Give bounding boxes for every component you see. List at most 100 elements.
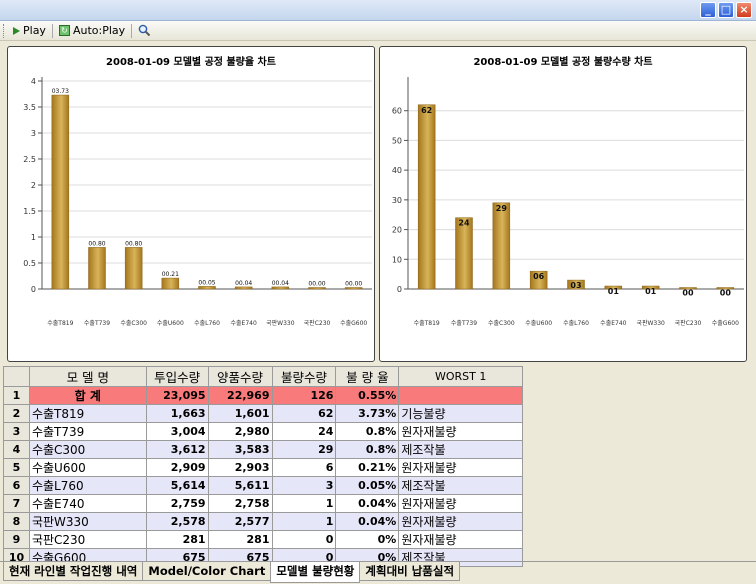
cell-input[interactable]: 1,663 xyxy=(145,404,209,423)
cell-input[interactable]: 3,004 xyxy=(145,422,209,441)
play-button[interactable]: Play xyxy=(10,22,49,40)
header-input[interactable]: 투입수량 xyxy=(145,366,209,387)
cell-name[interactable]: 합 계 xyxy=(28,386,147,405)
cell-defect[interactable]: 6 xyxy=(271,458,337,477)
row-header[interactable]: 3 xyxy=(3,422,30,441)
autoplay-icon: ↻ xyxy=(58,25,70,36)
cell-worst[interactable]: 원자재불량 xyxy=(398,530,523,549)
cell-good[interactable]: 22,969 xyxy=(207,386,273,405)
cell-worst[interactable] xyxy=(398,386,523,405)
y-tick-label: 0 xyxy=(31,285,36,294)
header-defect[interactable]: 불량수량 xyxy=(271,366,337,387)
cell-worst[interactable]: 원자재불량 xyxy=(398,512,523,531)
category-label: 수출C300 xyxy=(488,319,515,327)
cell-name[interactable]: 수출E740 xyxy=(28,494,147,513)
cell-good[interactable]: 5,611 xyxy=(207,476,273,495)
cell-defect[interactable]: 29 xyxy=(271,440,337,459)
row-header[interactable]: 7 xyxy=(3,494,30,513)
row-header[interactable]: 4 xyxy=(3,440,30,459)
magnifier-icon xyxy=(138,24,151,37)
cell-name[interactable]: 수출C300 xyxy=(28,440,147,459)
cell-input[interactable]: 3,612 xyxy=(145,440,209,459)
minimize-button[interactable]: _ xyxy=(700,2,716,18)
header-good[interactable]: 양품수량 xyxy=(207,366,273,387)
cell-good[interactable]: 1,601 xyxy=(207,404,273,423)
cell-name[interactable]: 수출L760 xyxy=(28,476,147,495)
cell-name[interactable]: 수출T819 xyxy=(28,404,147,423)
bar xyxy=(51,94,70,290)
cell-rate[interactable]: 0.21% xyxy=(335,458,400,477)
cell-good[interactable]: 2,577 xyxy=(207,512,273,531)
cell-good[interactable]: 3,583 xyxy=(207,440,273,459)
data-label: 00.00 xyxy=(345,281,362,288)
cell-rate[interactable]: 0.55% xyxy=(335,386,400,405)
cell-worst[interactable]: 원자재불량 xyxy=(398,458,523,477)
header-worst1[interactable]: WORST 1 xyxy=(398,366,523,387)
cell-good[interactable]: 281 xyxy=(207,530,273,549)
corner-cell[interactable] xyxy=(3,366,30,387)
toolbar-grip[interactable] xyxy=(3,23,6,38)
cell-good[interactable]: 2,980 xyxy=(207,422,273,441)
header-rate[interactable]: 불 량 율 xyxy=(335,366,400,387)
tab-line-progress[interactable]: 현재 라인별 작업진행 내역 xyxy=(3,562,144,581)
cell-rate[interactable]: 0.8% xyxy=(335,422,400,441)
cell-input[interactable]: 5,614 xyxy=(145,476,209,495)
toolbar-separator xyxy=(131,23,133,38)
tab-model-color-chart[interactable]: Model/Color Chart xyxy=(142,562,272,581)
cell-input[interactable]: 23,095 xyxy=(145,386,209,405)
cell-defect[interactable]: 3 xyxy=(271,476,337,495)
y-tick-label: 3.5 xyxy=(23,103,36,112)
search-button[interactable] xyxy=(135,22,154,40)
y-tick-label: 60 xyxy=(392,107,402,116)
cell-rate[interactable]: 0.04% xyxy=(335,512,400,531)
cell-defect[interactable]: 1 xyxy=(271,512,337,531)
close-button[interactable]: × xyxy=(736,2,752,18)
data-label: 00 xyxy=(682,289,694,298)
row-header[interactable]: 5 xyxy=(3,458,30,477)
cell-good[interactable]: 675 xyxy=(207,548,273,567)
cell-rate[interactable]: 0.8% xyxy=(335,440,400,459)
cell-worst[interactable]: 원자재불량 xyxy=(398,422,523,441)
cell-rate[interactable]: 0.05% xyxy=(335,476,400,495)
row-header[interactable]: 8 xyxy=(3,512,30,531)
cell-name[interactable]: 수출U600 xyxy=(28,458,147,477)
cell-worst[interactable]: 기능불량 xyxy=(398,404,523,423)
cell-name[interactable]: 수출T739 xyxy=(28,422,147,441)
tab-model-defect-status[interactable]: 모델별 불량현황 xyxy=(270,562,361,583)
category-label: 수출E740 xyxy=(600,319,626,327)
cell-good[interactable]: 2,903 xyxy=(207,458,273,477)
cell-defect[interactable]: 1 xyxy=(271,494,337,513)
cell-input[interactable]: 2,759 xyxy=(145,494,209,513)
cell-input[interactable]: 2,578 xyxy=(145,512,209,531)
cell-good[interactable]: 2,758 xyxy=(207,494,273,513)
cell-name[interactable]: 국판W330 xyxy=(28,512,147,531)
data-label: 03 xyxy=(570,281,581,290)
cell-defect[interactable]: 62 xyxy=(271,404,337,423)
cell-worst[interactable]: 원자재불량 xyxy=(398,494,523,513)
tab-plan-vs-delivery[interactable]: 계획대비 납품실적 xyxy=(359,562,461,581)
y-tick-label: 0.5 xyxy=(23,259,36,268)
bar xyxy=(417,104,436,290)
row-header[interactable]: 9 xyxy=(3,530,30,549)
cell-input[interactable]: 281 xyxy=(145,530,209,549)
cell-rate[interactable]: 3.73% xyxy=(335,404,400,423)
cell-name[interactable]: 국판C230 xyxy=(28,530,147,549)
row-header[interactable]: 2 xyxy=(3,404,30,423)
window-controls: _ □ × xyxy=(700,2,752,18)
row-header[interactable]: 1 xyxy=(3,386,30,405)
header-model[interactable]: 모 델 명 xyxy=(28,366,147,387)
data-label: 62 xyxy=(421,106,432,115)
maximize-button[interactable]: □ xyxy=(718,2,734,18)
table-row: 7 수출E740 2,759 2,758 1 0.04% 원자재불량 xyxy=(3,494,523,513)
category-label: 수출U600 xyxy=(525,319,552,327)
cell-worst[interactable]: 제조작불 xyxy=(398,476,523,495)
cell-rate[interactable]: 0% xyxy=(335,530,400,549)
cell-rate[interactable]: 0.04% xyxy=(335,494,400,513)
cell-defect[interactable]: 0 xyxy=(271,530,337,549)
cell-worst[interactable]: 제조작불 xyxy=(398,440,523,459)
cell-defect[interactable]: 126 xyxy=(271,386,337,405)
row-header[interactable]: 6 xyxy=(3,476,30,495)
autoplay-button[interactable]: ↻ Auto:Play xyxy=(56,22,128,40)
cell-defect[interactable]: 24 xyxy=(271,422,337,441)
cell-input[interactable]: 2,909 xyxy=(145,458,209,477)
